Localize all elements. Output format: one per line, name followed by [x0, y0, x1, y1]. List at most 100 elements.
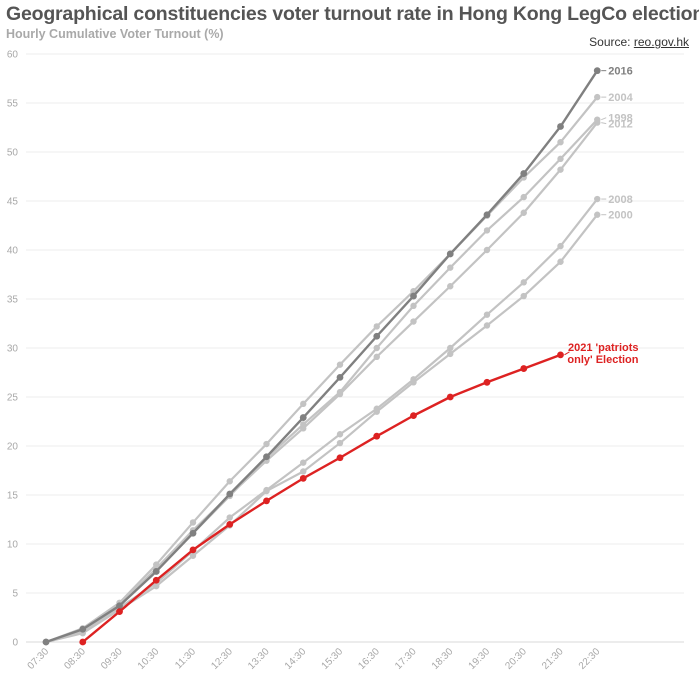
data-point	[557, 242, 564, 250]
label-2008: 2008	[601, 194, 633, 206]
data-point	[116, 608, 123, 616]
label-2000: 2000	[601, 210, 633, 222]
series-2000	[42, 211, 601, 646]
data-point	[300, 400, 307, 408]
data-point	[483, 378, 491, 386]
y-tick-label: 60	[7, 50, 19, 61]
data-point	[336, 361, 344, 368]
y-tick-label: 10	[7, 540, 19, 551]
label-connector	[564, 351, 570, 356]
x-tick-label: 15:30	[320, 646, 346, 672]
series-group	[42, 67, 601, 646]
data-point	[299, 474, 307, 482]
data-point	[410, 292, 417, 300]
data-point	[557, 155, 564, 163]
data-point	[189, 529, 197, 537]
data-point	[520, 170, 528, 177]
data-point	[336, 454, 344, 462]
data-point	[226, 514, 233, 521]
data-point	[446, 393, 454, 401]
data-point	[226, 490, 234, 498]
y-tick-label: 0	[12, 638, 18, 649]
data-point	[446, 250, 454, 258]
data-point	[300, 468, 307, 475]
label-1998: 1998	[601, 113, 633, 125]
data-point	[447, 350, 454, 358]
data-point	[189, 552, 197, 559]
series-line	[44, 69, 599, 644]
x-tick-label: 17:30	[393, 646, 419, 672]
x-tick-label: 20:30	[503, 646, 529, 672]
data-point	[483, 227, 491, 234]
data-point	[226, 478, 233, 485]
data-point	[410, 412, 417, 420]
data-point	[557, 123, 564, 130]
series-end-label: 2004	[608, 92, 633, 104]
y-axis: 0 5 10 15 20 25 30 35 40 45 50 55 60	[7, 50, 19, 649]
x-tick-label: 09:30	[99, 646, 125, 672]
series-end-label: 2008	[608, 194, 632, 206]
data-point	[483, 311, 491, 318]
x-tick-label: 13:30	[246, 646, 272, 672]
x-tick-label: 18:30	[430, 646, 456, 672]
data-point	[152, 576, 160, 584]
x-tick-label: 12:30	[209, 646, 235, 672]
data-point	[483, 322, 491, 329]
x-tick-label: 08:30	[62, 646, 88, 672]
y-tick-label: 15	[7, 491, 19, 502]
series-1998	[42, 116, 601, 646]
data-point	[557, 258, 564, 265]
data-point	[483, 246, 491, 254]
series-2016	[42, 67, 601, 646]
data-point	[557, 166, 564, 173]
x-tick-label: 10:30	[136, 646, 162, 672]
source-link[interactable]: reo.gov.hk	[633, 35, 689, 49]
data-point	[520, 365, 528, 372]
series-line	[44, 118, 599, 644]
data-point	[520, 193, 527, 201]
series-end-label: 2016	[608, 66, 632, 78]
data-point	[520, 209, 527, 216]
data-point	[263, 440, 270, 448]
series-line	[44, 197, 599, 644]
data-point	[483, 211, 491, 219]
data-point	[373, 332, 381, 340]
data-point	[373, 344, 380, 352]
series-2012	[42, 119, 601, 646]
data-point	[447, 283, 454, 290]
data-point	[153, 561, 160, 568]
data-point	[263, 453, 270, 461]
series-line	[44, 96, 599, 644]
data-point	[594, 116, 601, 123]
series-line	[81, 353, 562, 644]
x-tick-label: 19:30	[467, 646, 493, 672]
y-tick-label: 45	[7, 197, 19, 208]
series-end-label: 2000	[608, 210, 632, 222]
data-point	[263, 486, 270, 494]
series-2021-patriots-only-election	[79, 351, 564, 646]
data-point	[42, 638, 50, 646]
x-axis: 07:30 08:30 09:30 10:30 11:30 12:30 13:30 14:30…	[26, 646, 603, 672]
data-point	[557, 351, 564, 359]
data-point	[447, 344, 454, 352]
source-note: Source: reo.gov.hk	[589, 35, 689, 49]
data-point	[520, 292, 527, 300]
series-end-label: 2012	[608, 119, 632, 131]
data-point	[373, 432, 381, 440]
series-end-label: 1998	[608, 113, 632, 125]
data-point	[447, 264, 454, 271]
series-2008	[42, 195, 601, 646]
data-point	[410, 302, 417, 310]
data-point	[79, 625, 87, 633]
data-point	[557, 139, 564, 146]
data-point	[336, 431, 344, 438]
y-tick-label: 35	[7, 295, 19, 306]
x-tick-label: 07:30	[26, 646, 52, 672]
data-point	[79, 638, 87, 646]
data-point	[152, 568, 160, 575]
y-tick-label: 40	[7, 246, 19, 257]
x-tick-label: 14:30	[283, 646, 309, 672]
